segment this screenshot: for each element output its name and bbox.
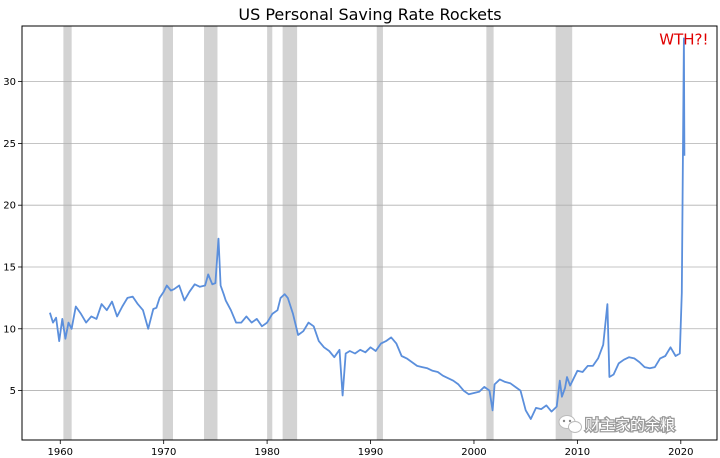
y-tick-label-5: 5 xyxy=(10,386,16,397)
y-tick-label-20: 20 xyxy=(3,201,16,212)
series-line-0 xyxy=(49,37,686,420)
recession-band-6 xyxy=(486,26,494,440)
x-tick-label-1960: 1960 xyxy=(48,447,73,458)
y-tick-label-25: 25 xyxy=(3,139,16,150)
plot-frame xyxy=(21,25,718,441)
x-axis-ticks: 1960 1970 1980 1990 2000 2010 2020 xyxy=(48,440,694,458)
gridlines xyxy=(22,81,717,391)
watermark: 财主家的余粮 xyxy=(558,415,676,435)
x-tick-label-1980: 1980 xyxy=(254,447,279,458)
y-tick-label-15: 15 xyxy=(3,262,16,273)
recession-band-2 xyxy=(204,26,218,440)
recession-band-7 xyxy=(555,26,573,440)
recession-band-0 xyxy=(63,26,72,440)
x-tick-label-1990: 1990 xyxy=(358,447,383,458)
recession-bands xyxy=(63,26,573,440)
y-axis-ticks: 5 10 15 20 25 30 xyxy=(3,77,22,397)
chart-title: US Personal Saving Rate Rockets xyxy=(238,5,501,24)
x-tick-label-2020: 2020 xyxy=(668,447,693,458)
x-tick-label-2000: 2000 xyxy=(461,447,486,458)
wechat-icon xyxy=(558,415,582,433)
x-tick-label-2010: 2010 xyxy=(565,447,590,458)
y-tick-label-30: 30 xyxy=(3,77,16,88)
annotation-wth: WTH?! xyxy=(659,31,708,49)
watermark-text: 财主家的余粮 xyxy=(585,416,675,434)
recession-band-3 xyxy=(267,26,273,440)
recession-band-4 xyxy=(282,26,298,440)
recession-band-5 xyxy=(376,26,383,440)
x-tick-label-1970: 1970 xyxy=(151,447,176,458)
series-line xyxy=(49,37,686,420)
y-tick-label-10: 10 xyxy=(3,324,16,335)
recession-band-1 xyxy=(162,26,173,440)
